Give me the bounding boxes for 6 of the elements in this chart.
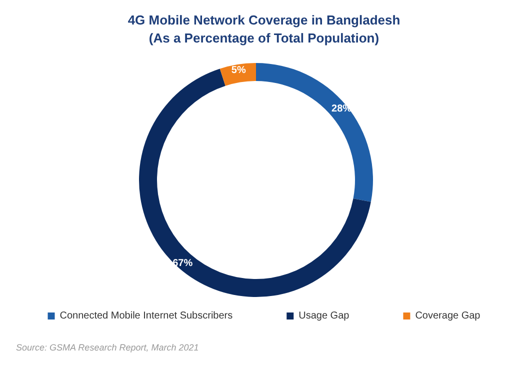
chart-title: 4G Mobile Network Coverage in Bangladesh (As a Percentage of Total Population) (128, 12, 400, 46)
source-note: Source: GSMA Research Report, March 2021 (16, 342, 199, 352)
legend-label: Usage Gap (298, 310, 350, 322)
legend-label: Coverage Gap (415, 310, 481, 322)
data-label: 5% (231, 64, 246, 76)
legend-label: Connected Mobile Internet Subscribers (60, 310, 233, 322)
